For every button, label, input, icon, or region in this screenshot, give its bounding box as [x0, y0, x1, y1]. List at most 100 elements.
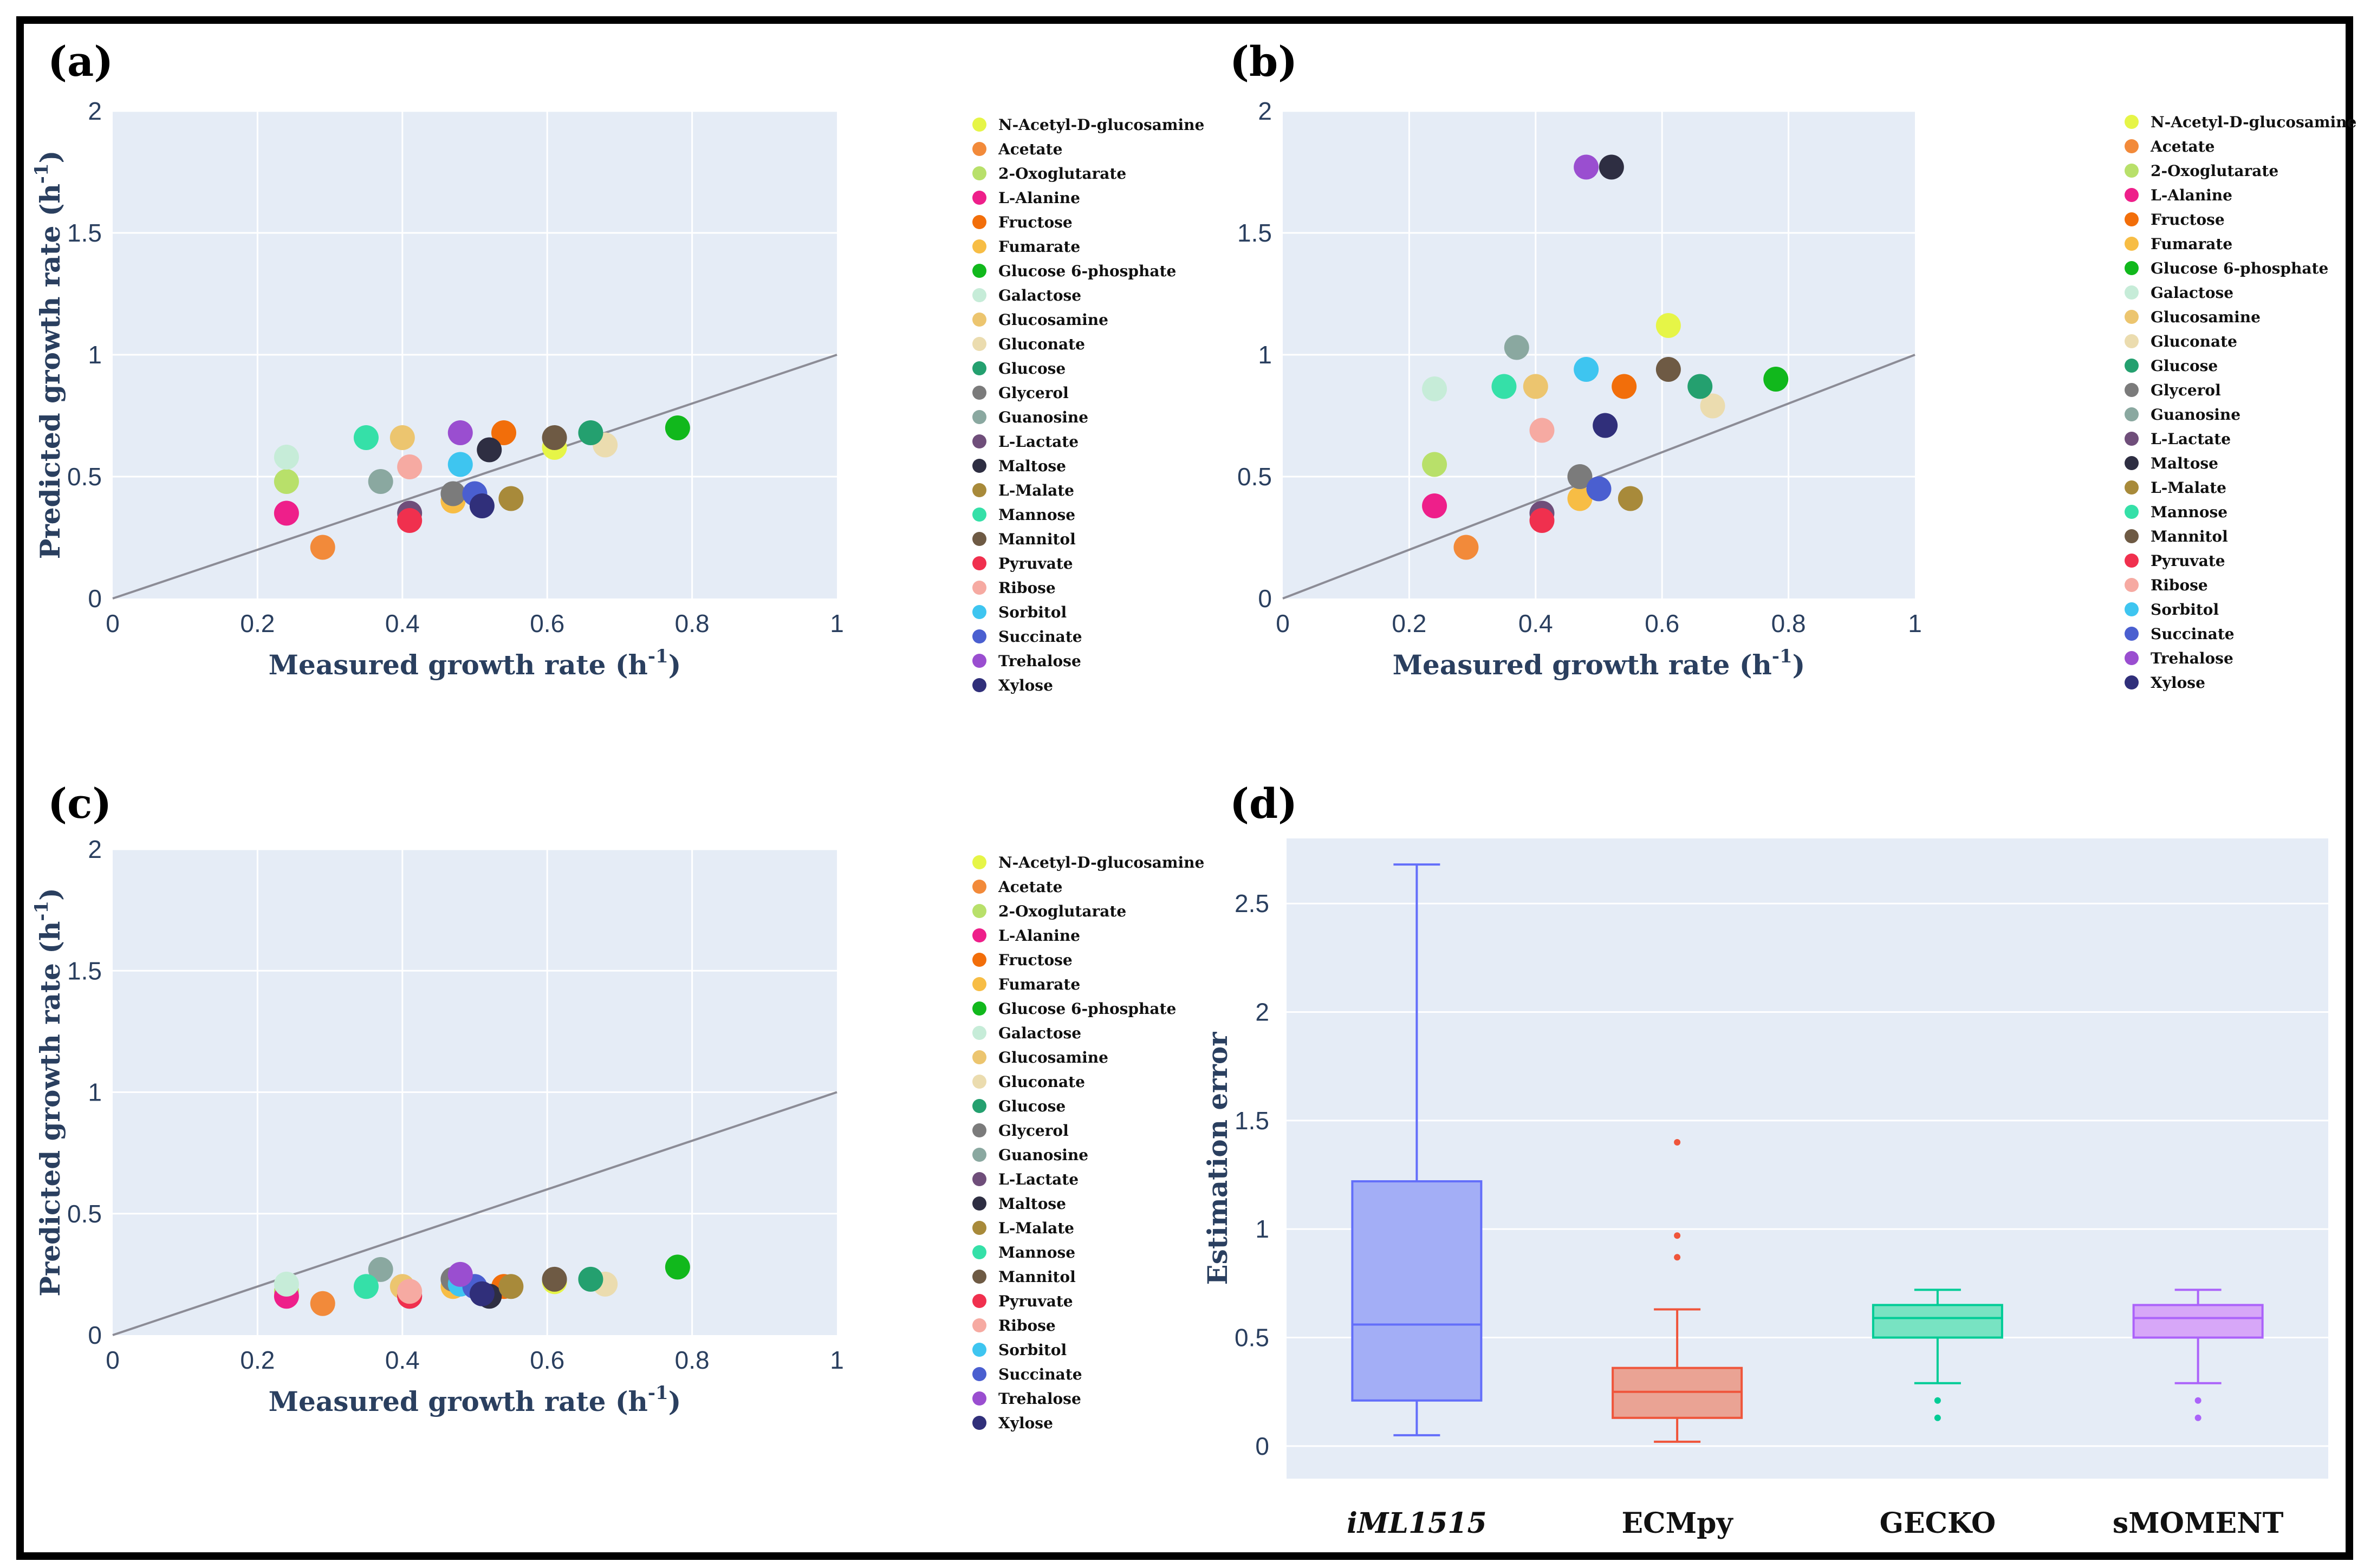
point-glucose-6-phosphate — [665, 1254, 690, 1280]
legend-label: Guanosine — [2151, 406, 2240, 424]
legend-label: Trehalose — [2151, 649, 2233, 667]
iqr-box — [1872, 1304, 2003, 1339]
iqr-box — [1351, 1180, 1483, 1402]
y-tick-label: 0.5 — [1235, 1324, 1269, 1352]
legend-label: Maltose — [998, 457, 1066, 475]
legend-label: Glucose 6-phosphate — [2151, 259, 2328, 277]
legend-label: Sorbitol — [998, 603, 1067, 621]
legend-label: Mannitol — [2151, 528, 2228, 545]
panel-tag: (a) — [48, 37, 113, 86]
legend-marker — [972, 1172, 986, 1186]
legend-label: Acetate — [2150, 138, 2214, 155]
y-tick-label: 0.5 — [67, 463, 102, 491]
legend-label: Maltose — [998, 1195, 1066, 1213]
legend-marker — [972, 483, 986, 497]
legend-marker — [972, 264, 986, 278]
legend-marker — [2125, 480, 2139, 495]
point-2-oxoglutarate — [274, 469, 299, 494]
legend-marker — [2125, 383, 2139, 397]
legend-label: Pyruvate — [2151, 552, 2225, 570]
legend-label: Mannitol — [998, 1268, 1076, 1286]
point-fumarate — [1567, 486, 1593, 511]
legend-marker — [2125, 407, 2139, 421]
legend-label: Xylose — [998, 676, 1053, 694]
legend-label: Pyruvate — [998, 555, 1073, 572]
point-galactose — [274, 1271, 299, 1297]
legend-marker — [2125, 578, 2139, 592]
point-acetate — [1453, 535, 1479, 560]
legend-marker — [972, 1075, 986, 1089]
legend-marker — [972, 410, 986, 424]
legend-marker — [972, 1367, 986, 1381]
legend-label: N-Acetyl-D-glucosamine — [2151, 113, 2356, 131]
point-glucose — [578, 420, 603, 445]
point-mannose — [1491, 374, 1517, 399]
legend-label: 2-Oxoglutarate — [998, 902, 1126, 920]
legend-label: N-Acetyl-D-glucosamine — [998, 854, 1204, 871]
panel-tag: (d) — [1230, 779, 1297, 828]
legend-marker — [2125, 139, 2139, 153]
legend-label: Mannose — [2151, 503, 2227, 521]
legend-marker — [972, 1416, 986, 1430]
legend-marker — [2125, 602, 2139, 616]
y-tick-label: 1.5 — [1237, 219, 1272, 247]
y-axis-title: Estimation error — [1202, 1032, 1233, 1285]
legend-label: 2-Oxoglutarate — [998, 165, 1126, 183]
legend-marker — [2125, 505, 2139, 519]
x-axis-title: Measured growth rate (h-1) — [269, 1382, 681, 1417]
legend-label: L-Alanine — [998, 189, 1080, 207]
point-galactose — [274, 445, 299, 470]
point-l-malate — [1618, 486, 1643, 511]
y-tick-label: 0 — [88, 584, 102, 613]
scatter-panel-b: (b) 0 0.2 0.4 0.6 0.8 1 0 0.5 1 1.5 2 Measured growt… — [31, 37, 2356, 692]
legend-label: Fructose — [998, 213, 1073, 231]
legend-label: L-Alanine — [998, 927, 1080, 945]
point-guanosine — [368, 469, 393, 494]
box-gecko: GECKO — [1872, 1289, 2003, 1540]
legend-label: L-Malate — [2151, 479, 2226, 497]
legend-marker — [972, 313, 986, 327]
box-panel-d: (d) 0 0.5 1 1.5 2 2.5 Estimation error iML1515 EC… — [1202, 779, 2328, 1540]
box-iml1515: iML1515 — [1347, 863, 1487, 1540]
iqr-box — [2132, 1304, 2264, 1339]
x-category-label: ECMpy — [1622, 1507, 1734, 1540]
y-tick-label: 0 — [1255, 1432, 1269, 1460]
legend-label: Xylose — [998, 1414, 1053, 1432]
legend-marker — [972, 532, 986, 546]
legend-label: L-Lactate — [998, 433, 1079, 451]
legend-marker — [972, 1026, 986, 1040]
x-tick-label: 0 — [1276, 609, 1290, 637]
point-glucosamine — [389, 425, 415, 450]
point-mannose — [353, 1274, 379, 1299]
y-tick-label: 2 — [1255, 998, 1269, 1026]
x-tick-label: 0.6 — [1645, 609, 1679, 637]
legend-marker — [2125, 188, 2139, 202]
x-tick-label: 0.4 — [385, 609, 420, 637]
point-glucose — [1687, 374, 1713, 399]
point-galactose — [1422, 376, 1447, 401]
point-glucose-6-phosphate — [665, 415, 690, 440]
legend-marker — [972, 239, 986, 253]
legend-label: Succinate — [998, 628, 1082, 646]
x-tick-label: 0.8 — [1771, 609, 1806, 637]
point-guanosine — [368, 1257, 393, 1282]
legend-marker — [972, 191, 986, 205]
point-xylose — [469, 493, 495, 518]
outlier-point — [1674, 1254, 1681, 1261]
legend-marker — [2125, 164, 2139, 178]
legend-label: Trehalose — [998, 1390, 1081, 1408]
legend-marker — [972, 1123, 986, 1137]
legend-label: Mannose — [998, 506, 1075, 524]
point-pyruvate — [1529, 508, 1555, 533]
legend-marker — [972, 1294, 986, 1308]
point-glucose — [578, 1266, 603, 1292]
legend-marker — [972, 953, 986, 967]
x-axis-title: Measured growth rate (h-1) — [1393, 646, 1806, 681]
legend-label: L-Lactate — [2151, 430, 2231, 448]
x-tick-label: 1 — [830, 1346, 844, 1374]
outlier-point — [1674, 1232, 1681, 1239]
figure-frame — [16, 16, 2353, 1560]
point-l-malate — [498, 1274, 524, 1299]
iqr-box — [1612, 1367, 1743, 1419]
legend-marker — [972, 1148, 986, 1162]
